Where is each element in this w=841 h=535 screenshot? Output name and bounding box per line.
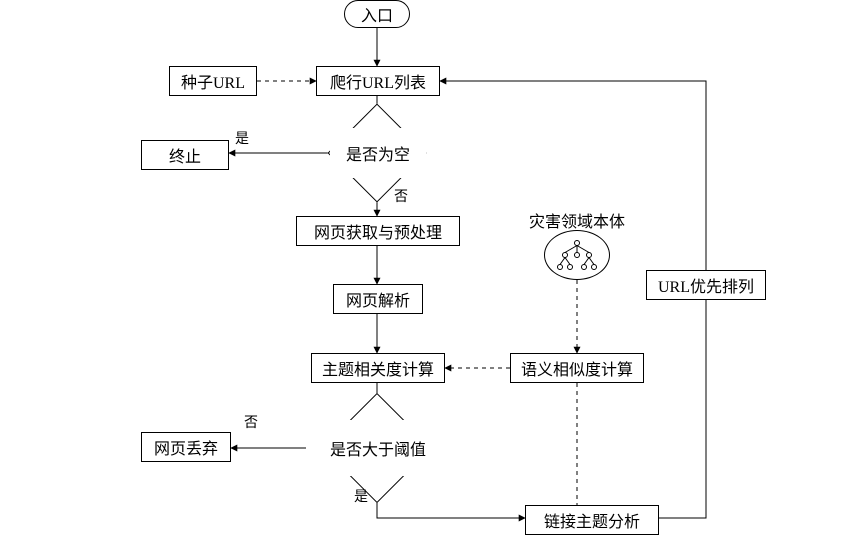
node-semantic: 语义相似度计算 (510, 353, 644, 383)
edge-label-yes1-text: 是 (235, 132, 249, 147)
edge-label-yes2: 是 (354, 486, 368, 506)
node-fetch-label: 网页获取与预处理 (314, 219, 442, 243)
node-discard: 网页丢弃 (141, 432, 231, 462)
node-link-topic: 链接主题分析 (525, 505, 659, 535)
node-fetch: 网页获取与预处理 (296, 216, 460, 246)
node-relevance: 主题相关度计算 (311, 353, 445, 383)
node-link-topic-label: 链接主题分析 (544, 508, 640, 532)
node-parse: 网页解析 (333, 284, 423, 314)
node-url-prio: URL优先排列 (646, 270, 766, 300)
node-entry-label: 入口 (361, 2, 393, 26)
node-url-prio-label: URL优先排列 (658, 273, 754, 297)
node-seed-url: 种子URL (169, 66, 257, 96)
node-crawl-list-label: 爬行URL列表 (330, 69, 426, 93)
node-is-empty-label: 是否为空 (346, 141, 410, 165)
node-entry: 入口 (344, 0, 410, 28)
node-terminate: 终止 (141, 140, 229, 170)
node-ontology-title-text: 灾害领域本体 (529, 214, 625, 231)
edge-label-no2-text: 否 (244, 416, 258, 431)
node-gt-thresh-labelwrap: 是否大于阈值 (306, 420, 450, 476)
node-parse-label: 网页解析 (346, 287, 410, 311)
node-gt-thresh-label: 是否大于阈值 (330, 436, 426, 460)
node-terminate-label: 终止 (169, 143, 201, 167)
ontology-tree-icon (552, 237, 602, 273)
edge-label-yes1: 是 (235, 128, 249, 148)
edge-label-yes2-text: 是 (354, 490, 368, 505)
node-semantic-label: 语义相似度计算 (521, 356, 633, 380)
node-discard-label: 网页丢弃 (154, 435, 218, 459)
node-is-empty-labelwrap: 是否为空 (330, 128, 426, 178)
node-ontology (544, 230, 610, 280)
edge-label-no1-text: 否 (394, 190, 408, 205)
node-relevance-label: 主题相关度计算 (322, 356, 434, 380)
edge-label-no1: 否 (394, 186, 408, 206)
edge-label-no2: 否 (244, 412, 258, 432)
node-crawl-list: 爬行URL列表 (316, 66, 440, 96)
node-ontology-title: 灾害领域本体 (517, 208, 637, 232)
node-seed-url-label: 种子URL (181, 69, 245, 93)
